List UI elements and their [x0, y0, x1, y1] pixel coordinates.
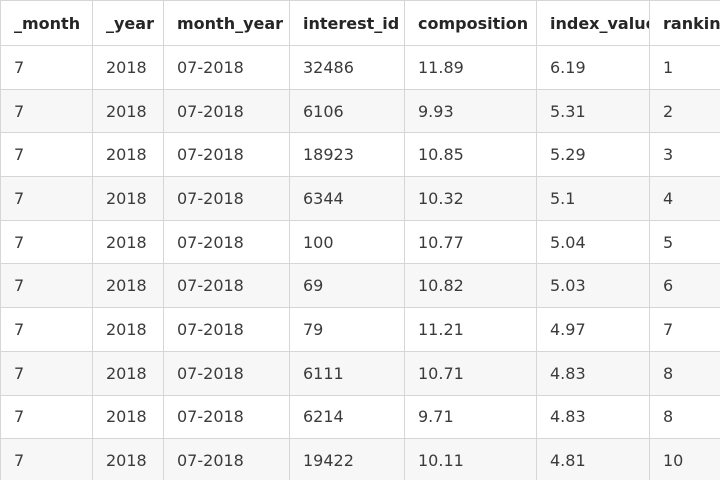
cell-month-year: 07-2018: [163, 394, 290, 440]
table-row[interactable]: 7 2018 07-2018 32486 11.89 6.19 1: [0, 45, 720, 90]
table-body: 7 2018 07-2018 32486 11.89 6.19 1 7 2018 07-2018 6…: [0, 45, 720, 480]
cell-index-value: 4.83: [536, 350, 650, 396]
cell-year: 2018: [92, 307, 164, 352]
table-row[interactable]: 7 2018 07-2018 69 10.82 5.03 6: [0, 263, 720, 309]
cell-month: 7: [0, 438, 93, 480]
cell-year: 2018: [92, 45, 164, 90]
cell-ranking: 5: [649, 219, 720, 265]
cell-month: 7: [0, 394, 93, 440]
cell-month: 7: [0, 45, 93, 90]
table-row[interactable]: 7 2018 07-2018 6344 10.32 5.1 4: [0, 176, 720, 221]
cell-month-year: 07-2018: [163, 219, 290, 265]
cell-month: 7: [0, 132, 93, 178]
column-header-month-year[interactable]: month_year: [163, 0, 290, 46]
cell-composition: 11.21: [404, 307, 537, 352]
table-row[interactable]: 7 2018 07-2018 6106 9.93 5.31 2: [0, 88, 720, 134]
cell-year: 2018: [92, 176, 164, 221]
cell-year: 2018: [92, 263, 164, 309]
table-header: _month _year month_year interest_id comp…: [0, 0, 720, 46]
cell-composition: 10.71: [404, 350, 537, 396]
cell-composition: 9.71: [404, 394, 537, 440]
cell-month-year: 07-2018: [163, 176, 290, 221]
cell-month-year: 07-2018: [163, 45, 290, 90]
cell-year: 2018: [92, 88, 164, 134]
cell-interest-id: 6344: [289, 176, 405, 221]
cell-index-value: 5.31: [536, 88, 650, 134]
cell-index-value: 5.03: [536, 263, 650, 309]
cell-year: 2018: [92, 132, 164, 178]
cell-interest-id: 19422: [289, 438, 405, 480]
cell-interest-id: 69: [289, 263, 405, 309]
cell-ranking: 2: [649, 88, 720, 134]
cell-month: 7: [0, 350, 93, 396]
cell-year: 2018: [92, 219, 164, 265]
cell-ranking: 1: [649, 45, 720, 90]
cell-interest-id: 100: [289, 219, 405, 265]
cell-year: 2018: [92, 394, 164, 440]
cell-index-value: 5.29: [536, 132, 650, 178]
cell-month-year: 07-2018: [163, 350, 290, 396]
cell-month-year: 07-2018: [163, 132, 290, 178]
cell-index-value: 5.1: [536, 176, 650, 221]
column-header-year[interactable]: _year: [92, 0, 164, 46]
column-header-ranking[interactable]: ranking: [649, 0, 720, 46]
header-row: _month _year month_year interest_id comp…: [0, 0, 720, 46]
column-header-composition[interactable]: composition: [404, 0, 537, 46]
table-row[interactable]: 7 2018 07-2018 79 11.21 4.97 7: [0, 307, 720, 352]
cell-interest-id: 6106: [289, 88, 405, 134]
cell-month-year: 07-2018: [163, 263, 290, 309]
cell-ranking: 7: [649, 307, 720, 352]
table-row[interactable]: 7 2018 07-2018 6111 10.71 4.83 8: [0, 350, 720, 396]
cell-ranking: 8: [649, 394, 720, 440]
cell-interest-id: 6214: [289, 394, 405, 440]
cell-index-value: 4.81: [536, 438, 650, 480]
column-header-index-value[interactable]: index_value: [536, 0, 650, 46]
cell-month-year: 07-2018: [163, 88, 290, 134]
cell-month: 7: [0, 88, 93, 134]
cell-composition: 9.93: [404, 88, 537, 134]
table-row[interactable]: 7 2018 07-2018 100 10.77 5.04 5: [0, 219, 720, 265]
cell-composition: 11.89: [404, 45, 537, 90]
table-row[interactable]: 7 2018 07-2018 6214 9.71 4.83 8: [0, 394, 720, 440]
cell-month: 7: [0, 307, 93, 352]
cell-ranking: 4: [649, 176, 720, 221]
cell-ranking: 6: [649, 263, 720, 309]
column-header-interest-id[interactable]: interest_id: [289, 0, 405, 46]
cell-interest-id: 6111: [289, 350, 405, 396]
cell-ranking: 3: [649, 132, 720, 178]
cell-composition: 10.11: [404, 438, 537, 480]
cell-interest-id: 18923: [289, 132, 405, 178]
cell-index-value: 5.04: [536, 219, 650, 265]
cell-composition: 10.77: [404, 219, 537, 265]
cell-month-year: 07-2018: [163, 438, 290, 480]
cell-month-year: 07-2018: [163, 307, 290, 352]
column-header-month[interactable]: _month: [0, 0, 93, 46]
cell-interest-id: 79: [289, 307, 405, 352]
cell-month: 7: [0, 219, 93, 265]
cell-ranking: 10: [649, 438, 720, 480]
cell-index-value: 4.97: [536, 307, 650, 352]
cell-month: 7: [0, 176, 93, 221]
cell-year: 2018: [92, 438, 164, 480]
cell-interest-id: 32486: [289, 45, 405, 90]
cell-index-value: 6.19: [536, 45, 650, 90]
cell-composition: 10.32: [404, 176, 537, 221]
cell-ranking: 8: [649, 350, 720, 396]
table-row[interactable]: 7 2018 07-2018 18923 10.85 5.29 3: [0, 132, 720, 178]
cell-month: 7: [0, 263, 93, 309]
table-row[interactable]: 7 2018 07-2018 19422 10.11 4.81 10: [0, 438, 720, 480]
cell-composition: 10.85: [404, 132, 537, 178]
cell-year: 2018: [92, 350, 164, 396]
cell-composition: 10.82: [404, 263, 537, 309]
cell-index-value: 4.83: [536, 394, 650, 440]
